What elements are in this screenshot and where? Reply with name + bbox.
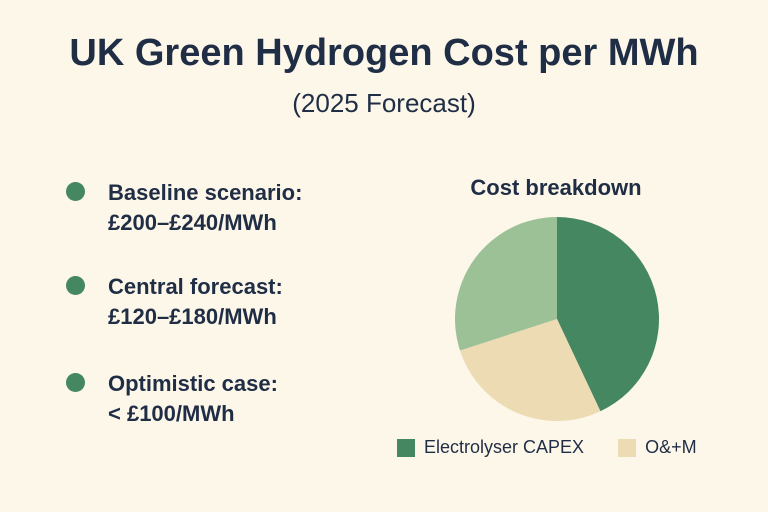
bullet-value: < £100/MWh — [108, 401, 235, 426]
pie-legend: Electrolyser CAPEX O&+M — [397, 437, 731, 458]
bullet-central: Central forecast: £120–£180/MWh — [66, 272, 283, 332]
bullet-baseline: Baseline scenario: £200–£240/MWh — [66, 178, 302, 238]
page-title: UK Green Hydrogen Cost per MWh — [69, 32, 699, 74]
legend-item: Electrolyser CAPEX — [397, 437, 584, 458]
bullet-label: Central forecast: — [108, 274, 283, 299]
legend-label: Electrolyser CAPEX — [424, 437, 585, 457]
page-subtitle: (2025 Forecast) — [292, 88, 476, 118]
bullet-optimistic: Optimistic case: < £100/MWh — [66, 369, 278, 429]
pie-slice-1 — [459, 319, 601, 421]
bullet-value: £200–£240/MWh — [108, 210, 277, 235]
bullet-dot-icon — [66, 373, 85, 392]
legend-swatch — [397, 438, 415, 457]
bullet-value: £120–£180/MWh — [108, 304, 277, 329]
bullet-dot-icon — [66, 276, 85, 295]
bullet-label: Baseline scenario: — [108, 180, 303, 205]
pie-title: Cost breakdown — [470, 175, 642, 200]
pie-slice-2 — [455, 217, 557, 351]
legend-label: O&+M — [645, 437, 697, 457]
bullet-label: Optimistic case: — [108, 371, 278, 396]
bullet-dot-icon — [66, 182, 85, 201]
legend-swatch — [618, 438, 637, 457]
pie-slice-0 — [557, 217, 659, 412]
legend-item: O&+M — [618, 437, 697, 458]
